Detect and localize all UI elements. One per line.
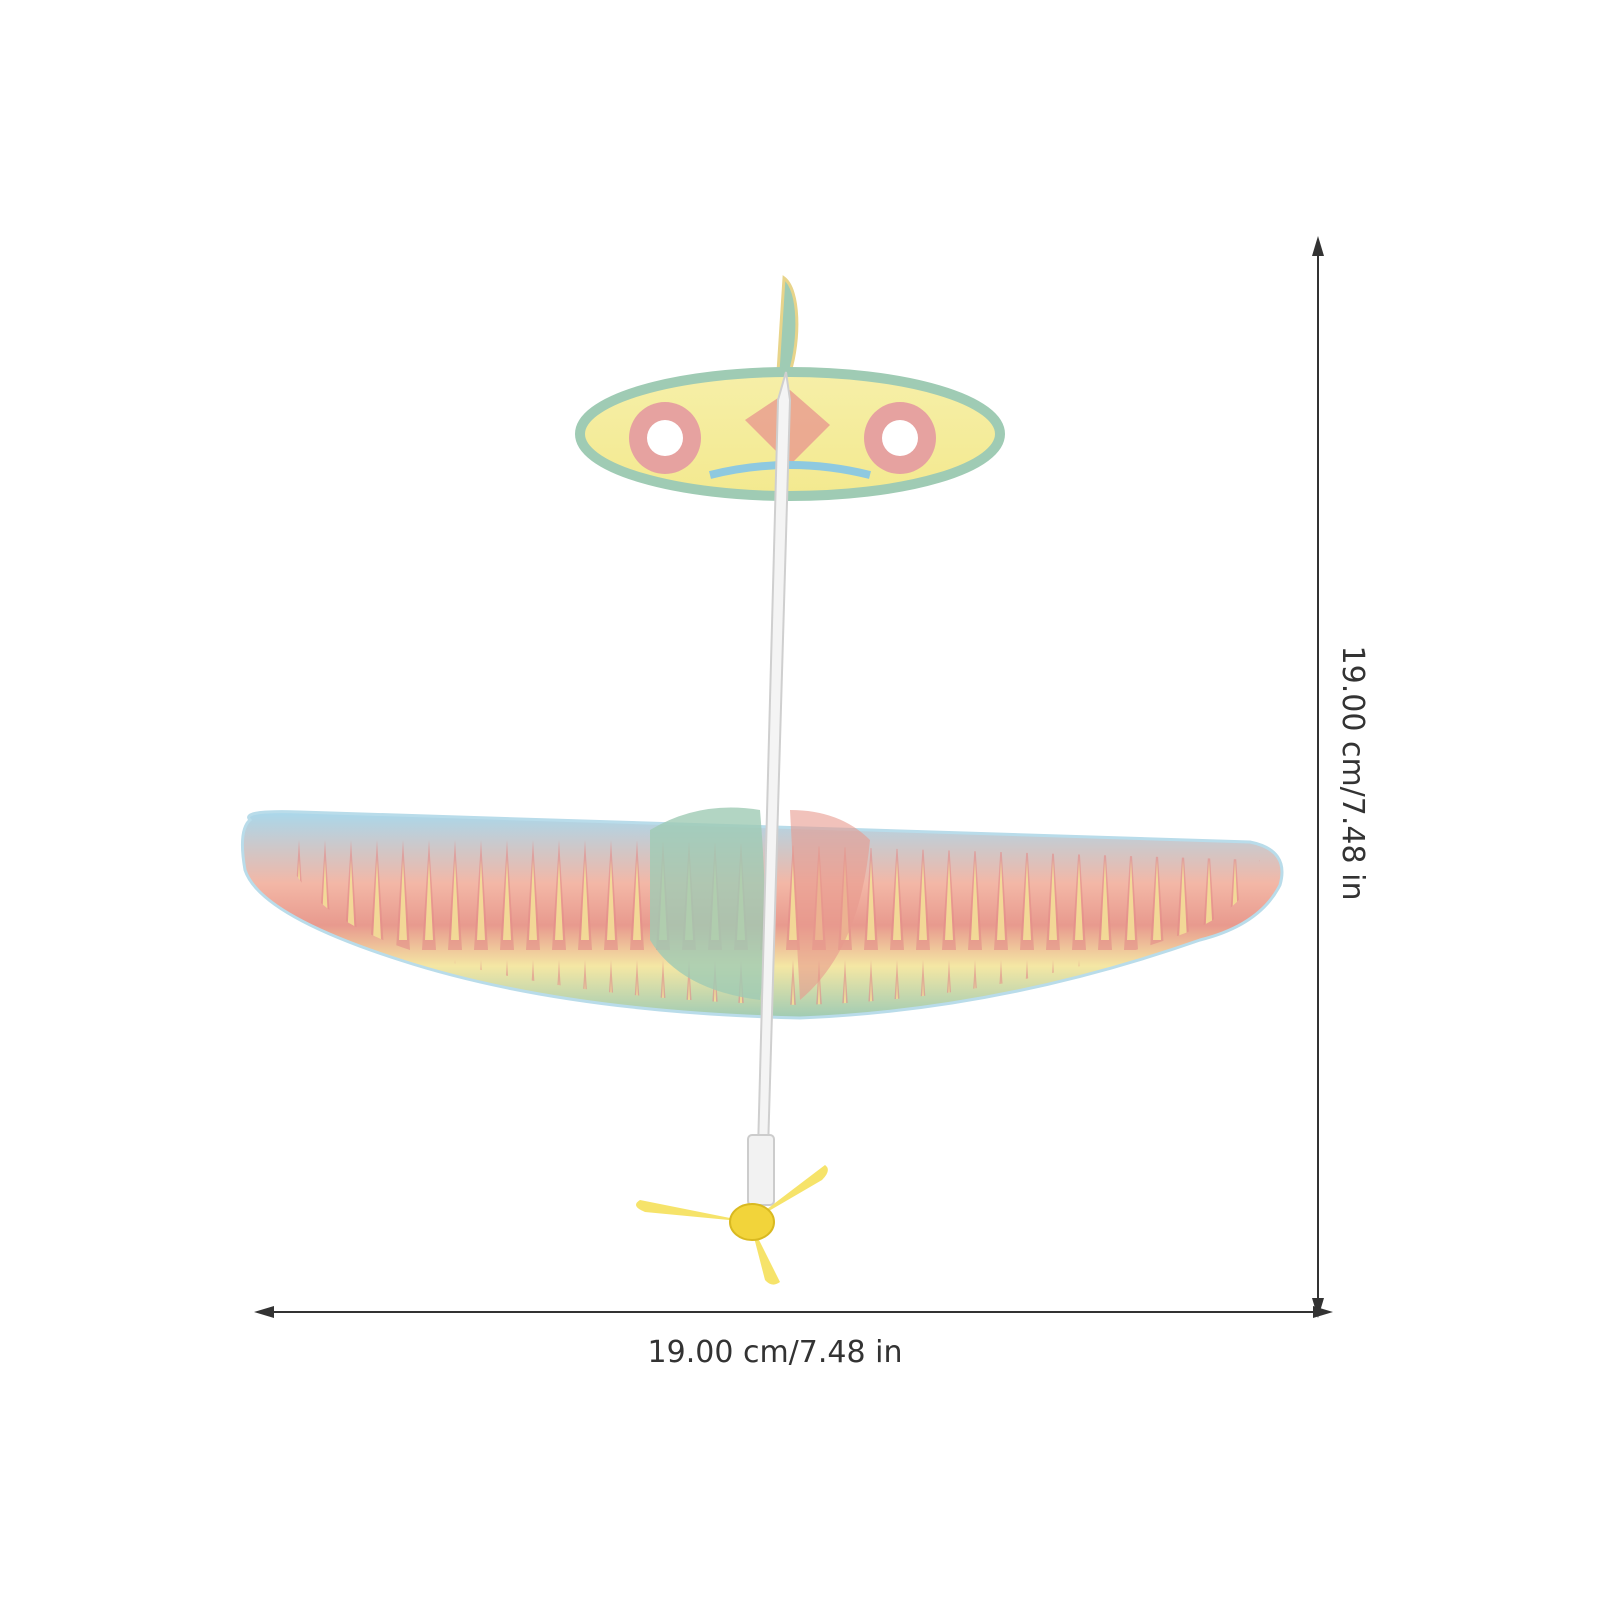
width-arrow — [254, 1306, 1333, 1318]
nose-block — [747, 1134, 775, 1206]
height-label: 19.00 cm/7.48 in — [1335, 646, 1370, 901]
height-arrow — [1312, 236, 1324, 1318]
fin — [776, 275, 799, 374]
width-label: 19.00 cm/7.48 in — [648, 1335, 903, 1370]
propeller — [636, 1165, 828, 1285]
